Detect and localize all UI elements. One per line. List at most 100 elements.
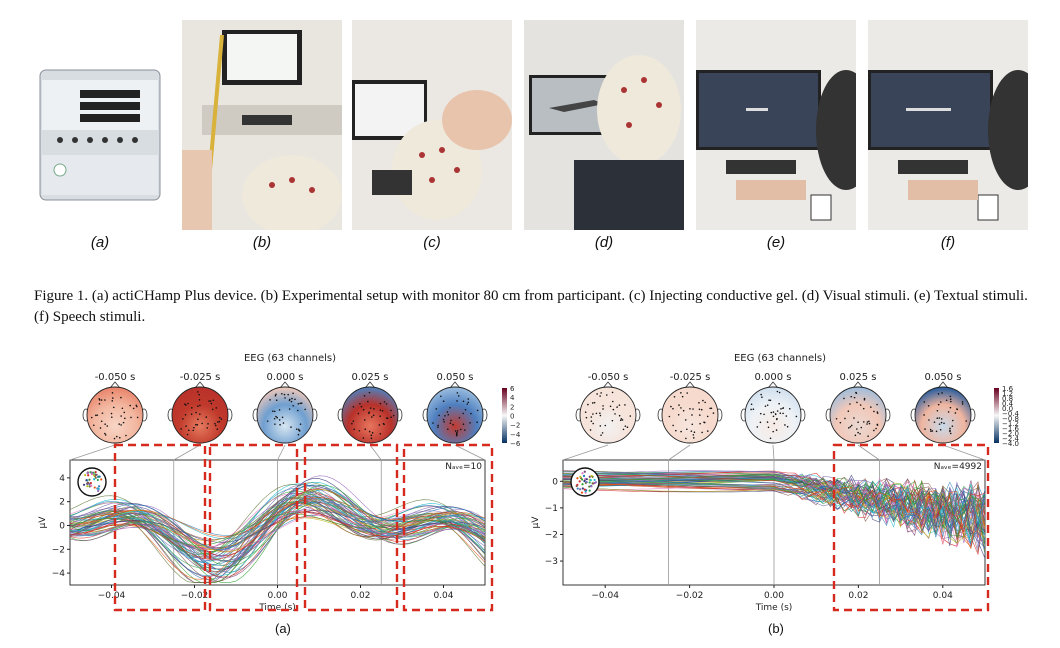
charta-sensor-dot — [266, 420, 269, 422]
charta-sensor-dot — [90, 416, 93, 419]
charta-highlight-box — [303, 443, 399, 612]
chartb-sensor-dot — [862, 407, 865, 410]
chartb-sensor-dot — [870, 406, 872, 408]
charta-sensor-dot — [442, 400, 445, 403]
charta-sensor-dot — [218, 416, 221, 419]
charta-sensor-inset-dot — [86, 481, 89, 484]
charta-topomap-nose — [279, 381, 291, 389]
charta-sensor-dot — [457, 395, 460, 397]
chartb-x-tick-label: 0.04 — [933, 591, 953, 601]
chartb-sensor-dot — [750, 403, 753, 406]
charta-sensor-dot — [368, 411, 370, 414]
charta-sensor-dot — [291, 397, 293, 400]
charta-sensor-dot — [446, 411, 449, 413]
chartb-sensor-dot — [936, 417, 939, 420]
charta-title: EEG (63 channels) — [244, 353, 336, 364]
charta-sensor-dot — [93, 424, 95, 427]
chartb-sensor-dot — [682, 409, 685, 412]
chartb-sensor-dot — [930, 430, 932, 433]
chartb-sensor-dot — [681, 395, 684, 398]
charta-sensor-dot — [449, 406, 451, 409]
chartb-sensor-dot — [847, 427, 850, 429]
charta-sensor-inset-dot — [88, 483, 91, 486]
chartb-sensor-dot — [936, 409, 939, 412]
charta-sensor-dot — [190, 413, 193, 415]
chartb-sensor-inset-dot — [585, 481, 588, 484]
charta-sensor-dot — [287, 393, 289, 396]
charta-sensor-dot — [390, 416, 392, 419]
chartb-sensor-inset-dot — [580, 478, 584, 481]
chartb-channel-trace — [563, 473, 986, 539]
chartb-sensor-dot — [785, 415, 788, 417]
chartb-sensor-dot — [779, 412, 782, 415]
photo-a-device — [30, 20, 170, 230]
charta-x-tick-label: 0.00 — [267, 591, 287, 601]
chartb-sensor-dot — [701, 431, 703, 434]
charta-sensor-dot — [458, 417, 461, 419]
charta-sensor-dot — [297, 403, 300, 405]
chartb-sensor-dot — [672, 407, 674, 410]
charta-sensor-dot — [304, 408, 306, 411]
chartb-x-tick-label: 0.02 — [848, 591, 868, 601]
chartb-sensor-dot — [954, 412, 957, 414]
chartb-sensor-dot — [784, 424, 786, 426]
charta-sensor-dot — [132, 407, 135, 410]
chartb-sensor-dot — [680, 430, 682, 433]
charta-topomap-nose — [109, 381, 121, 389]
charta-channel-trace — [69, 497, 486, 583]
chartb-sensor-dot — [776, 390, 779, 393]
charta-sensor-dot — [455, 434, 458, 437]
chartb-sensor-dot — [866, 421, 869, 423]
charta-channel-trace — [69, 484, 486, 567]
chartb-colorbar-tick: −4.0 — [1002, 440, 1019, 448]
chartb-sensor-dot — [766, 404, 769, 406]
chartb-sensor-dot — [774, 413, 777, 415]
chartb-sensor-inset-dot — [581, 487, 584, 490]
chartb-sensor-dot — [788, 407, 791, 410]
charta-topomap-nose — [449, 381, 461, 389]
chartb-sensor-dot — [690, 430, 693, 432]
chartb-sensor-dot — [677, 413, 680, 416]
chartb-channel-trace — [562, 477, 986, 538]
chartb-sensor-dot — [599, 425, 602, 427]
chartb-topomap-time-label: 0.000 s — [754, 372, 791, 383]
charta-sensor-dot — [279, 423, 281, 426]
chartb-topomap — [829, 386, 887, 444]
charta-sensor-dot — [197, 391, 199, 393]
charta-sensor-dot — [290, 426, 292, 428]
charta-sensor-dot — [274, 423, 276, 425]
charta-topomap-nose — [194, 381, 206, 389]
charta-colorbar-tick: 4 — [510, 394, 515, 402]
charta-sensor-dot — [182, 418, 184, 420]
chartb-sensor-dot — [712, 412, 715, 414]
charta-sensor-dot — [115, 435, 118, 438]
chartb-sensor-dot — [860, 426, 863, 429]
chartb-sensor-dot — [773, 422, 776, 425]
charta-sensor-dot — [282, 422, 285, 424]
charta-sensor-inset-dot — [92, 471, 95, 474]
charta-y-tick-label: −4 — [52, 569, 66, 579]
charta-highlight-box — [402, 443, 494, 612]
chartb-sensor-dot — [928, 419, 930, 421]
chartb-sensor-dot — [866, 423, 868, 425]
chartb-sensor-dot — [675, 429, 677, 432]
charta-sensor-dot — [370, 437, 373, 440]
charta-sensor-dot — [362, 437, 365, 439]
charta-sensor-dot — [368, 430, 371, 433]
chartb-sensor-dot — [693, 431, 696, 434]
charta-sensor-dot — [99, 427, 102, 429]
photo-label-f: (f) — [940, 234, 956, 251]
chartb-topomap — [744, 386, 802, 444]
charta-sensor-dot — [359, 402, 361, 405]
charta-sensor-dot — [466, 403, 469, 405]
chartb-sensor-dot — [766, 421, 769, 423]
charta-sensor-dot — [118, 436, 121, 439]
chartb-sensor-dot — [856, 428, 858, 430]
charta-sensor-dot — [121, 407, 124, 410]
charta-sensor-dot — [300, 402, 303, 405]
chartb-topomap — [914, 386, 972, 444]
charta-sensor-dot — [210, 402, 213, 405]
charta-topomap — [86, 386, 144, 444]
charta-sensor-inset-dot — [92, 474, 96, 477]
charta-sensor-dot — [454, 430, 457, 432]
